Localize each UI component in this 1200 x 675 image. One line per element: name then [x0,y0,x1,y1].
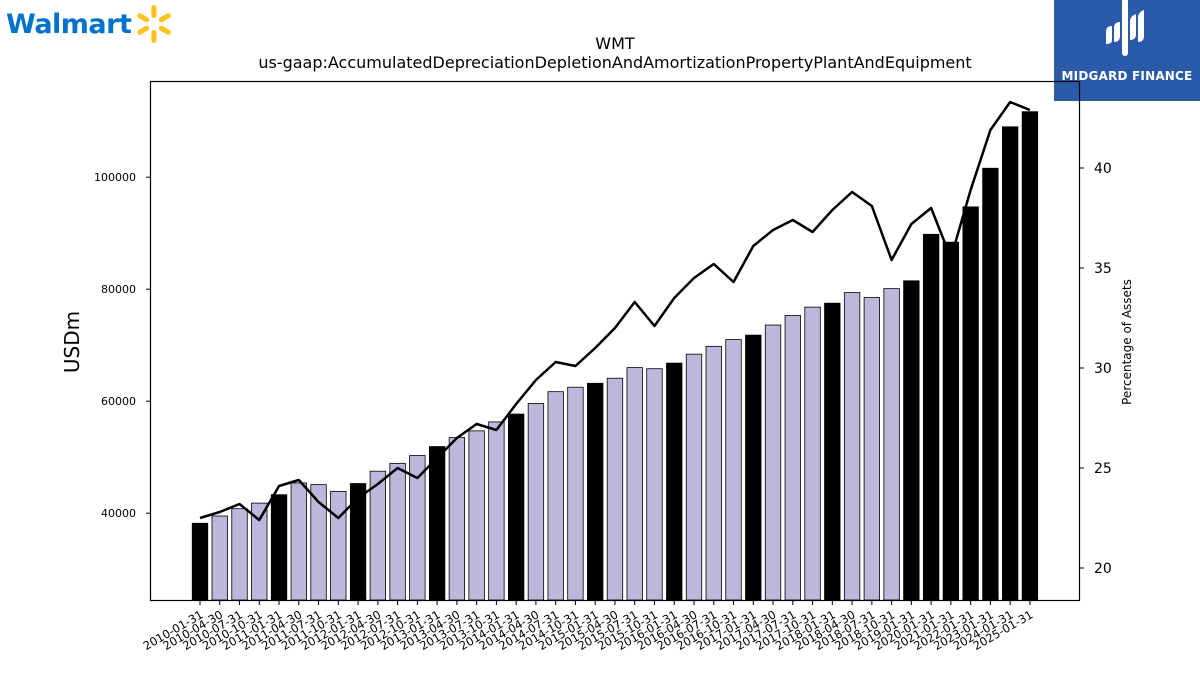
bar [942,241,960,601]
y-tick-label: 80000 [101,283,136,296]
left-axis: 40000 60000 80000 100000 [94,171,151,520]
bar [824,302,841,601]
bar [666,362,683,601]
bar [646,368,663,601]
bar [626,367,643,601]
chart-subtitle: us-gaap:AccumulatedDepreciationDepletion… [258,53,971,72]
bar [745,334,762,601]
y2-axis-label: Percentage of Assets [1120,279,1134,405]
midgard-emblem-icon [1106,0,1144,56]
bar [725,339,742,601]
bar-group [191,111,1039,601]
bar [705,345,722,601]
bar [922,233,940,601]
y2-tick-label: 25 [1094,461,1112,477]
walmart-logo: Walmart [6,4,175,44]
bar [903,280,920,601]
y-tick-label: 100000 [94,171,136,184]
bar [547,391,564,601]
bar [567,386,584,601]
midgard-finance-logo: MIDGARD FINANCE [1054,0,1200,101]
midgard-wordmark: MIDGARD FINANCE [1061,69,1193,83]
right-axis: 20 25 30 35 40 [1079,161,1112,577]
bar [369,470,386,601]
percentage-line [199,100,1031,522]
bar [231,508,248,601]
x-axis: 2010-01-312010-04-302010-07-312010-10-31… [141,600,1035,653]
bar [1002,126,1019,601]
y2-tick-label: 35 [1094,261,1112,277]
bar [863,297,880,601]
bar [1021,111,1039,601]
bar [488,421,505,601]
bar [211,515,228,601]
line-series [199,100,1031,522]
bar [527,403,545,601]
y-tick-label: 60000 [101,395,136,408]
bar [191,522,209,601]
bar [508,413,525,601]
walmart-wordmark: Walmart [6,8,132,40]
bar [685,353,703,601]
bar [982,167,999,601]
bar [330,490,347,601]
bar [883,288,900,601]
bar [764,324,782,601]
bar [784,315,801,601]
bar [587,382,604,601]
bar [428,446,446,601]
bar [270,494,288,601]
y2-tick-label: 30 [1094,361,1112,377]
bar [349,483,367,601]
bar [389,462,406,601]
bar [290,482,307,601]
bar [448,437,466,601]
bar [606,377,624,601]
bar [962,206,979,601]
y-axis-label: USDm [60,311,84,373]
y2-tick-label: 40 [1094,161,1112,177]
bar [843,292,861,601]
y-tick-label: 40000 [101,507,136,520]
bar [468,430,485,601]
y2-tick-label: 20 [1094,561,1112,577]
chart-title: WMT [595,34,635,53]
walmart-spark-icon [137,5,172,43]
bar [804,306,821,601]
